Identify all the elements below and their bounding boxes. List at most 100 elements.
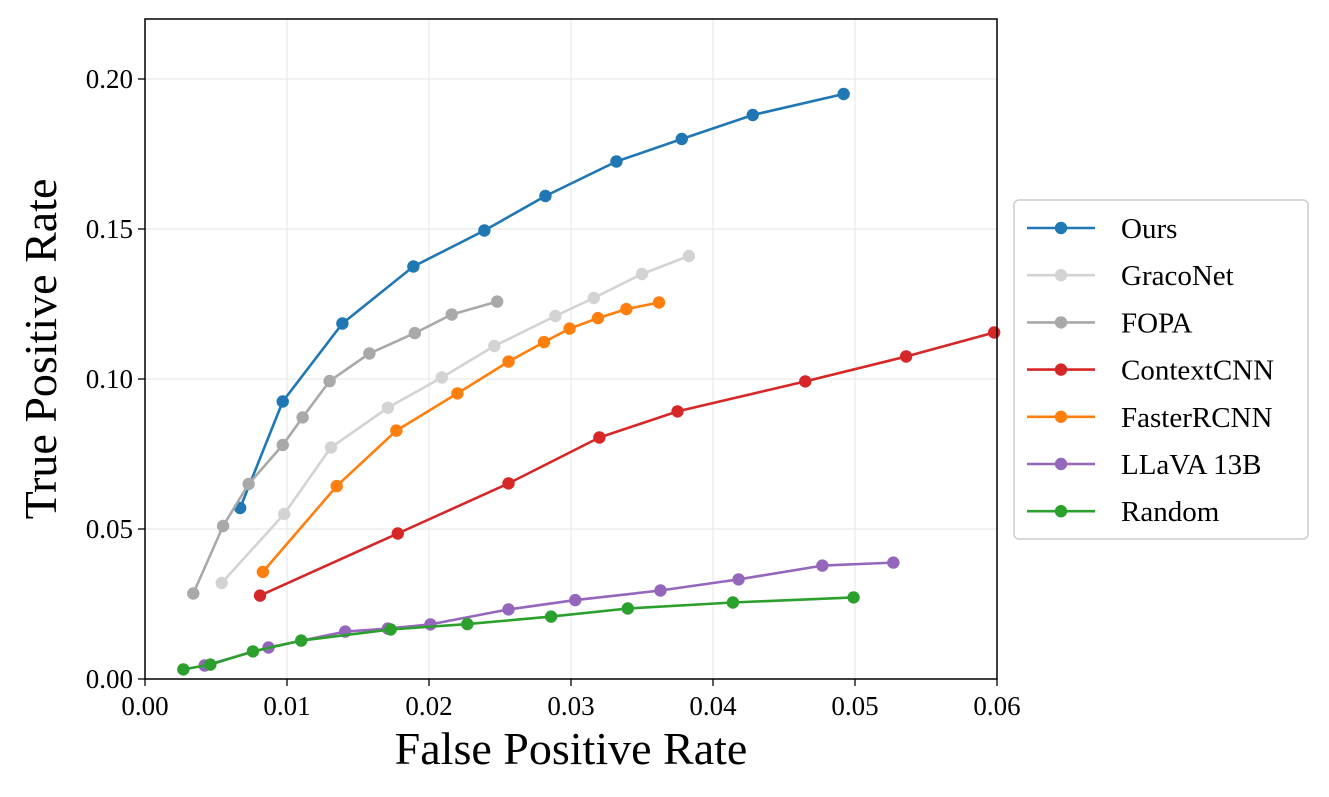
legend-swatch-marker <box>1054 457 1068 471</box>
data-point-fopa <box>187 587 200 600</box>
data-point-random <box>847 591 860 604</box>
legend-item-fopa: FOPA <box>1027 307 1193 339</box>
legend-label: LLaVA 13B <box>1121 449 1261 481</box>
legend-item-llava-13b: LLaVA 13B <box>1027 449 1261 481</box>
series-contextcnn <box>253 326 1001 602</box>
legend-label: FasterRCNN <box>1121 402 1273 434</box>
series-llava-13b <box>198 556 900 672</box>
data-point-ours <box>478 224 491 237</box>
data-point-fasterrcnn <box>563 322 576 335</box>
data-point-graconet <box>324 441 338 454</box>
y-tick-label: 0.10 <box>86 364 133 394</box>
legend-label: Random <box>1121 496 1220 528</box>
data-point-fopa <box>408 326 421 340</box>
legend-items: Ours GracoNet FOPA ContextCNN FasterRCNN LLaV… <box>1027 213 1274 528</box>
data-point-random <box>295 634 308 647</box>
legend-swatch-marker <box>1054 363 1068 376</box>
y-tick-label: 0.00 <box>86 664 133 694</box>
data-point-ours <box>407 260 420 273</box>
series-line-graconet <box>220 254 690 584</box>
legend: Ours GracoNet FOPA ContextCNN FasterRCNN LLaV… <box>1013 199 1309 540</box>
data-point-llava-13b <box>816 559 829 572</box>
data-point-fasterrcnn <box>451 387 464 400</box>
legend-label: Ours <box>1121 213 1177 245</box>
data-point-fopa <box>216 519 230 533</box>
data-point-ours <box>276 395 289 408</box>
data-point-fopa <box>363 347 376 360</box>
data-point-llava-13b <box>887 556 900 569</box>
x-tick-label: 0.00 <box>121 691 168 721</box>
x-axis-title: False Positive Rate <box>395 723 748 774</box>
x-tick-label: 0.02 <box>405 691 452 721</box>
data-point-fasterrcnn <box>390 424 403 437</box>
data-point-fasterrcnn <box>591 311 605 325</box>
data-point-llava-13b <box>732 573 745 586</box>
series-line-ours <box>238 92 844 509</box>
data-point-graconet <box>435 371 448 384</box>
y-tick-label: 0.05 <box>86 514 133 544</box>
data-point-fopa <box>323 374 336 388</box>
data-point-graconet <box>549 309 562 323</box>
tick-layer: 0.00 0.01 0.02 0.03 0.04 0.05 0.06 0.00 0.05 0.10… <box>86 64 1021 721</box>
data-point-graconet <box>215 576 228 590</box>
x-tick-label: 0.04 <box>689 691 737 721</box>
legend-swatch-marker <box>1054 505 1068 518</box>
data-point-fopa <box>276 438 289 452</box>
legend-swatch-marker <box>1054 221 1068 235</box>
data-point-graconet <box>682 249 696 263</box>
legend-item-random: Random <box>1027 496 1220 528</box>
data-point-contextcnn <box>502 477 515 490</box>
data-point-graconet <box>381 401 395 414</box>
series-line-fasterrcnn <box>261 301 660 573</box>
series-line-random <box>183 596 854 671</box>
data-point-contextcnn <box>593 431 606 444</box>
data-point-random <box>544 610 558 623</box>
legend-item-fasterrcnn: FasterRCNN <box>1027 402 1273 434</box>
series-graconet <box>215 249 696 590</box>
data-point-fasterrcnn <box>330 479 343 493</box>
data-point-random <box>726 596 740 609</box>
x-tick-label: 0.06 <box>973 691 1020 721</box>
data-point-fasterrcnn <box>502 355 515 368</box>
data-point-contextcnn <box>799 375 812 388</box>
data-point-llava-13b <box>569 593 582 607</box>
data-point-graconet <box>587 291 600 305</box>
data-point-random <box>246 645 260 658</box>
data-point-random <box>384 623 397 636</box>
data-point-ours <box>610 155 623 168</box>
data-point-fopa <box>490 295 504 308</box>
data-point-ours <box>336 317 349 330</box>
x-tick-label: 0.05 <box>831 691 878 721</box>
series-random <box>177 591 860 676</box>
data-point-llava-13b <box>424 618 437 631</box>
series-line-contextcnn <box>259 331 995 597</box>
data-point-fopa <box>296 411 309 424</box>
y-axis-title: True Positive Rate <box>15 179 66 520</box>
legend-label: ContextCNN <box>1121 355 1274 387</box>
data-point-fopa <box>242 477 255 491</box>
data-point-graconet <box>277 507 291 521</box>
series-line-fopa <box>192 300 498 595</box>
data-point-ours <box>675 132 688 146</box>
data-point-ours <box>539 189 552 203</box>
data-point-random <box>461 617 474 631</box>
data-point-ours <box>837 87 850 101</box>
series-layer <box>177 87 1001 676</box>
legend-frame <box>1013 199 1309 540</box>
data-point-fopa <box>445 308 458 321</box>
legend-swatch-marker <box>1054 316 1068 329</box>
data-point-random <box>177 663 190 676</box>
data-point-llava-13b <box>502 603 515 616</box>
x-tick-label: 0.01 <box>263 691 310 721</box>
grid-layer <box>144 19 998 680</box>
legend-item-ours: Ours <box>1027 213 1177 245</box>
data-point-fasterrcnn <box>256 565 270 579</box>
legend-label: GracoNet <box>1121 260 1234 292</box>
legend-item-graconet: GracoNet <box>1027 260 1234 292</box>
data-point-graconet <box>635 267 649 281</box>
data-point-ours <box>746 108 759 122</box>
legend-item-contextcnn: ContextCNN <box>1027 355 1274 387</box>
data-point-llava-13b <box>654 584 667 597</box>
data-point-graconet <box>488 339 501 353</box>
